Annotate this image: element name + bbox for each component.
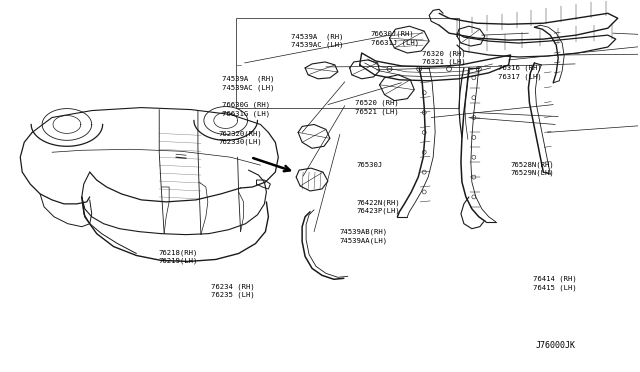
Text: 76320 (RH): 76320 (RH) (422, 51, 465, 57)
Text: 76631G (LH): 76631G (LH) (221, 110, 269, 116)
Text: 76630G (RH): 76630G (RH) (221, 102, 269, 108)
Text: 76423P(LH): 76423P(LH) (357, 208, 401, 214)
Text: 76422N(RH): 76422N(RH) (357, 199, 401, 206)
Text: 74539AA(LH): 74539AA(LH) (339, 237, 387, 244)
Bar (236, 18, 459, 108)
Text: 76219(LH): 76219(LH) (158, 258, 197, 264)
Text: 76235 (LH): 76235 (LH) (211, 292, 255, 298)
Text: 76521 (LH): 76521 (LH) (355, 108, 399, 115)
Text: 76630J(RH): 76630J(RH) (371, 31, 415, 37)
Text: 76530J: 76530J (357, 161, 383, 167)
Text: 74539AC (LH): 74539AC (LH) (291, 42, 344, 48)
Text: 76528N(RH): 76528N(RH) (511, 161, 554, 168)
Text: 76415 (LH): 76415 (LH) (532, 284, 577, 291)
Text: 76234 (RH): 76234 (RH) (211, 283, 255, 290)
Text: 76631J (LH): 76631J (LH) (371, 39, 419, 46)
Text: 76317 (LH): 76317 (LH) (498, 73, 541, 80)
Text: 76414 (RH): 76414 (RH) (532, 276, 577, 282)
Text: 762320(RH): 762320(RH) (218, 130, 262, 137)
Text: 76321 (LH): 76321 (LH) (422, 59, 465, 65)
Text: 74539A  (RH): 74539A (RH) (291, 33, 344, 40)
Text: 76529N(LH): 76529N(LH) (511, 170, 554, 176)
Text: J76000JK: J76000JK (536, 341, 576, 350)
Text: 74539AB(RH): 74539AB(RH) (339, 229, 387, 235)
Text: 762330(LH): 762330(LH) (218, 139, 262, 145)
Text: 76316 (RH): 76316 (RH) (498, 65, 541, 71)
Text: 74539AC (LH): 74539AC (LH) (221, 84, 274, 91)
Text: 76218(RH): 76218(RH) (158, 249, 197, 256)
Text: 74539A  (RH): 74539A (RH) (221, 76, 274, 82)
Text: 76520 (RH): 76520 (RH) (355, 100, 399, 106)
